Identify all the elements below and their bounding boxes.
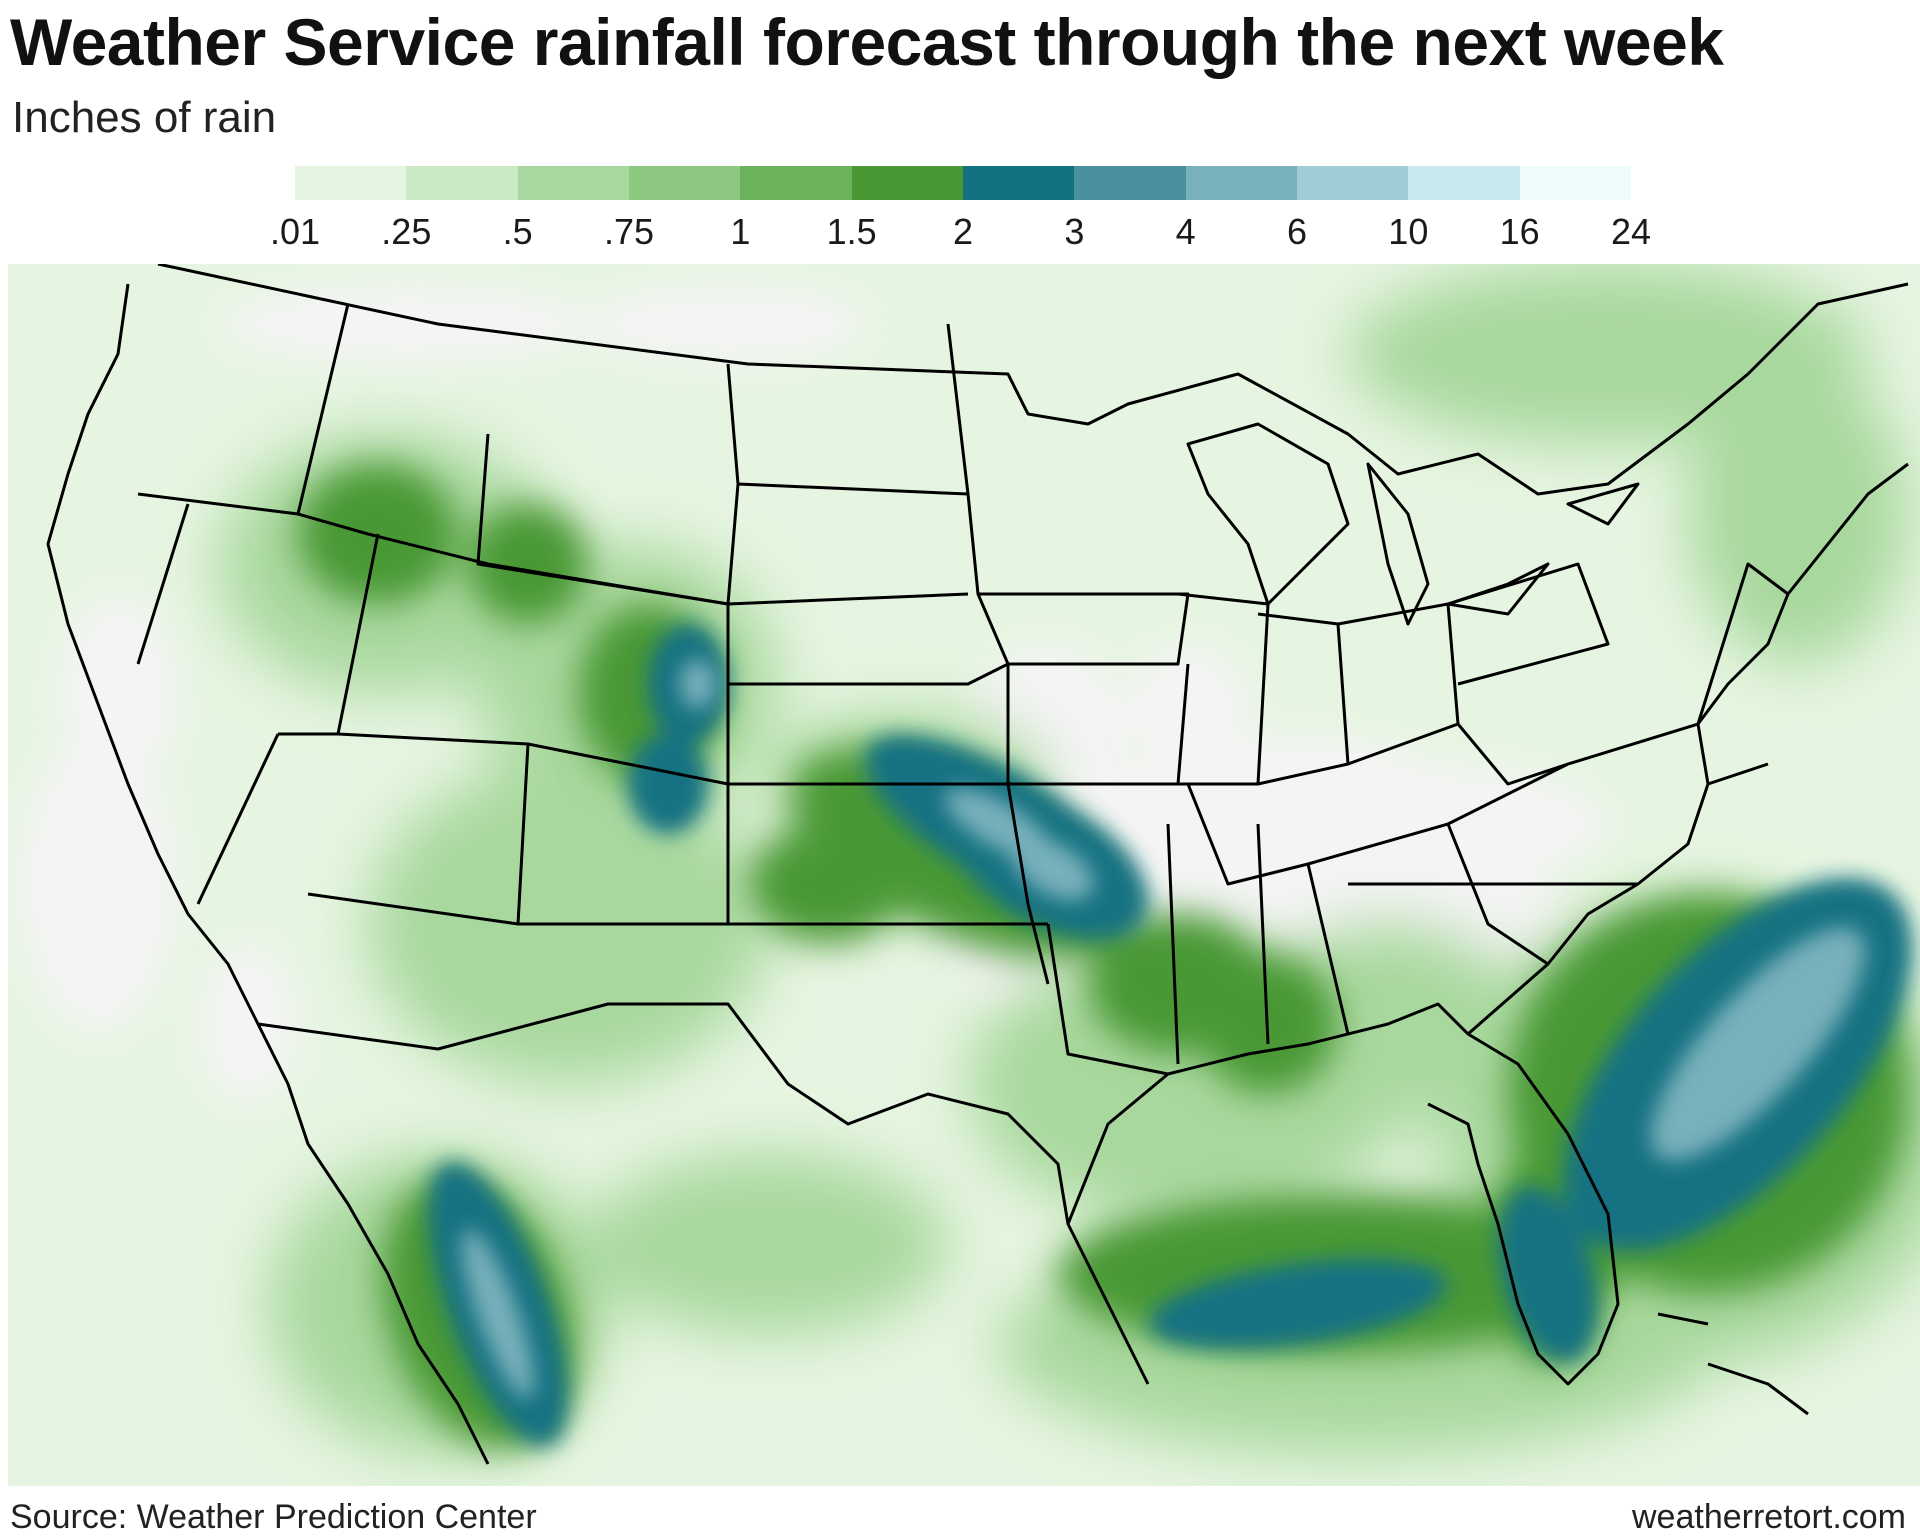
- rainfall-map-svg: [8, 264, 1920, 1486]
- legend-tick-label: .01: [269, 211, 321, 252]
- legend-swatch: [1185, 166, 1297, 200]
- legend-tick-label: 1.5: [826, 211, 877, 252]
- legend-tick-label: 4: [1175, 211, 1196, 252]
- source-credit: Source: Weather Prediction Center: [10, 1498, 537, 1536]
- legend-tick-labels: .01 .25 .5 .75 1 1.5 2 3 4 6 10 16 24: [0, 210, 1920, 254]
- legend-tick-label: 2: [952, 211, 974, 252]
- legend-tick-label: 24: [1610, 211, 1652, 252]
- legend-swatch: [740, 166, 852, 200]
- legend-swatch: [295, 166, 407, 200]
- legend-swatch: [628, 166, 741, 200]
- legend-swatch: [517, 166, 629, 200]
- legend-tick-label: 16: [1499, 211, 1540, 252]
- legend-swatch: [851, 166, 963, 200]
- legend-tick-label: 10: [1388, 211, 1429, 252]
- legend-tick-label: .25: [381, 211, 432, 252]
- page-subtitle: Inches of rain: [12, 93, 277, 142]
- legend-swatch: [1074, 166, 1186, 200]
- legend-swatch: [962, 166, 1075, 200]
- legend-tick-label: 1: [730, 211, 751, 252]
- legend-swatch: [406, 166, 518, 200]
- site-credit: weatherretort.com: [1632, 1498, 1906, 1536]
- very-heavy-rain-areas: [461, 659, 1866, 1399]
- legend-tick-label: .5: [502, 211, 533, 252]
- legend-swatch: [1408, 166, 1520, 200]
- map-boundaries: [46, 264, 1909, 1465]
- color-legend: [295, 166, 1631, 200]
- rainfall-map: [8, 264, 1920, 1486]
- legend-swatch: [1519, 166, 1631, 200]
- legend-swatch: [1296, 166, 1409, 200]
- legend-tick-label: .75: [603, 211, 655, 252]
- page-title: Weather Service rainfall forecast throug…: [10, 5, 1724, 79]
- legend-tick-label: 3: [1064, 211, 1085, 252]
- legend-tick-label: 6: [1286, 211, 1308, 252]
